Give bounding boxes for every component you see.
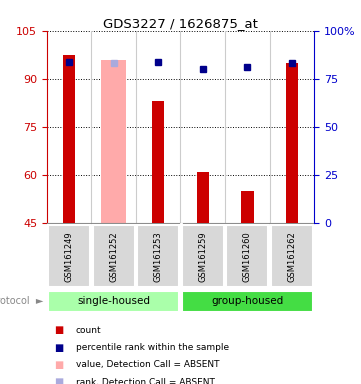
Bar — [226, 225, 268, 287]
Text: GSM161249: GSM161249 — [65, 231, 74, 281]
Text: value, Detection Call = ABSENT: value, Detection Call = ABSENT — [76, 360, 219, 369]
Text: GSM161260: GSM161260 — [243, 231, 252, 282]
Bar — [63, 55, 75, 223]
Bar — [152, 101, 165, 223]
Bar — [271, 225, 313, 287]
Bar — [182, 291, 313, 312]
Text: ■: ■ — [54, 343, 64, 353]
Bar — [48, 225, 90, 287]
Bar — [101, 60, 126, 223]
Text: GSM161262: GSM161262 — [287, 231, 296, 282]
Text: group-housed: group-housed — [211, 296, 283, 306]
Text: protocol  ►: protocol ► — [0, 296, 43, 306]
Text: ■: ■ — [54, 377, 64, 384]
Text: single-housed: single-housed — [77, 296, 150, 306]
Text: GSM161259: GSM161259 — [198, 231, 207, 281]
Text: ■: ■ — [54, 325, 64, 335]
Text: ■: ■ — [54, 360, 64, 370]
Bar — [48, 291, 179, 312]
Text: GSM161253: GSM161253 — [154, 231, 163, 282]
Bar — [182, 225, 224, 287]
Bar — [241, 191, 253, 223]
Text: count: count — [76, 326, 101, 335]
Title: GDS3227 / 1626875_at: GDS3227 / 1626875_at — [103, 17, 258, 30]
Bar — [137, 225, 179, 287]
Text: percentile rank within the sample: percentile rank within the sample — [76, 343, 229, 352]
Bar — [196, 172, 209, 223]
Bar — [286, 63, 298, 223]
Text: rank, Detection Call = ABSENT: rank, Detection Call = ABSENT — [76, 377, 215, 384]
Text: GSM161252: GSM161252 — [109, 231, 118, 281]
Bar — [93, 225, 135, 287]
